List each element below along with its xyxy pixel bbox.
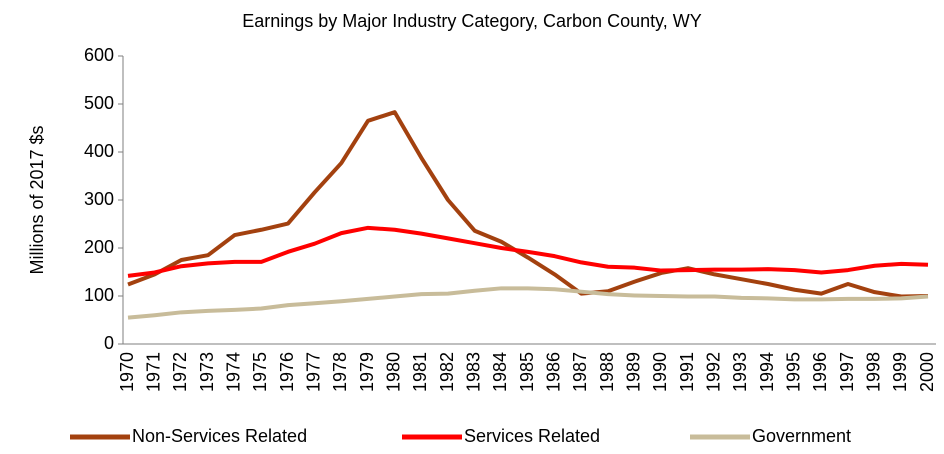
x-tick-label: 1988	[597, 352, 617, 392]
y-tick-label: 200	[84, 237, 114, 257]
y-tick-label: 400	[84, 141, 114, 161]
x-tick-label: 1985	[517, 352, 537, 392]
x-tick-label: 1972	[170, 352, 190, 392]
x-tick-label: 1978	[330, 352, 350, 392]
x-tick-label: 1979	[357, 352, 377, 392]
x-tick-label: 1977	[303, 352, 323, 392]
y-tick-label: 100	[84, 285, 114, 305]
x-tick-label: 1983	[463, 352, 483, 392]
x-tick-label: 1975	[250, 352, 270, 392]
x-tick-label: 1990	[650, 352, 670, 392]
y-tick-label: 500	[84, 93, 114, 113]
y-axis-label: Millions of 2017 $s	[27, 125, 47, 274]
y-tick-label: 0	[104, 333, 114, 353]
x-tick-label: 1997	[837, 352, 857, 392]
x-tick-label: 1996	[810, 352, 830, 392]
x-tick-label: 1995	[783, 352, 803, 392]
legend-label: Government	[752, 426, 851, 446]
x-tick-label: 1976	[277, 352, 297, 392]
legend-label: Services Related	[464, 426, 600, 446]
x-tick-label: 1994	[757, 352, 777, 392]
x-tick-label: 1973	[197, 352, 217, 392]
x-tick-label: 1998	[863, 352, 883, 392]
line	[127, 286, 929, 320]
legend-label: Non-Services Related	[132, 426, 307, 446]
line	[127, 110, 929, 299]
x-tick-label: 1991	[677, 352, 697, 392]
x-tick-label: 1992	[703, 352, 723, 392]
y-tick-label: 300	[84, 189, 114, 209]
y-tick-label: 600	[84, 45, 114, 65]
x-tick-label: 1971	[143, 352, 163, 392]
x-tick-label: 1984	[490, 352, 510, 392]
x-tick-label: 2000	[917, 352, 937, 392]
x-tick-label: 1989	[623, 352, 643, 392]
x-tick-label: 1980	[383, 352, 403, 392]
line	[127, 225, 929, 278]
x-tick-label: 1993	[730, 352, 750, 392]
x-tick-label: 1982	[437, 352, 457, 392]
x-tick-label: 1981	[410, 352, 430, 392]
chart-title: Earnings by Major Industry Category, Car…	[242, 11, 702, 31]
x-tick-label: 1999	[890, 352, 910, 392]
x-tick-label: 1974	[223, 352, 243, 392]
x-tick-label: 1986	[543, 352, 563, 392]
x-tick-label: 1987	[570, 352, 590, 392]
x-tick-label: 1970	[117, 352, 137, 392]
